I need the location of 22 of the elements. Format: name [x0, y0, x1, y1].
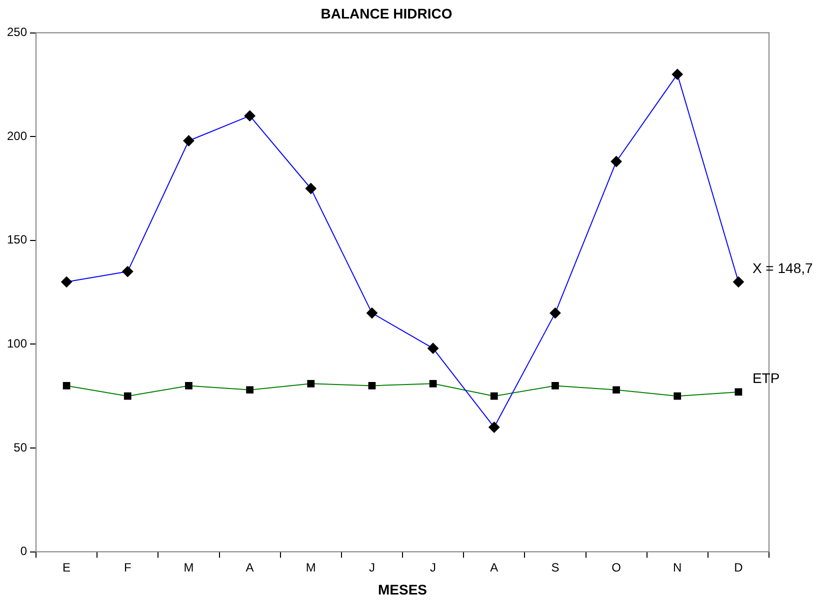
x-tick-label: F	[124, 560, 132, 574]
x-tick-label: O	[612, 560, 621, 574]
x-tick-label: D	[734, 560, 744, 574]
x-tick-label: E	[62, 560, 71, 574]
series-label: ETP	[752, 370, 780, 386]
series-label: X = 148,7	[752, 260, 813, 276]
x-tick-label: A	[246, 560, 254, 574]
y-tick-label: 150	[6, 232, 28, 247]
x-tick-label: N	[673, 560, 682, 574]
x-axis-title: MESES	[378, 581, 428, 598]
y-tick-label: 250	[6, 25, 28, 40]
x-tick-label: M	[306, 560, 316, 574]
x-tick-label: S	[551, 560, 560, 574]
y-tick-label: 100	[6, 336, 28, 351]
chart-title: BALANCE HIDRICO	[320, 5, 452, 22]
y-tick-label: 200	[6, 128, 28, 143]
x-tick-label: A	[490, 560, 498, 574]
y-tick-label: 0	[20, 544, 28, 558]
x-tick-label: J	[368, 560, 375, 574]
x-tick-label: M	[184, 560, 194, 574]
y-tick-label: 50	[14, 440, 28, 454]
x-tick-label: J	[430, 560, 436, 574]
